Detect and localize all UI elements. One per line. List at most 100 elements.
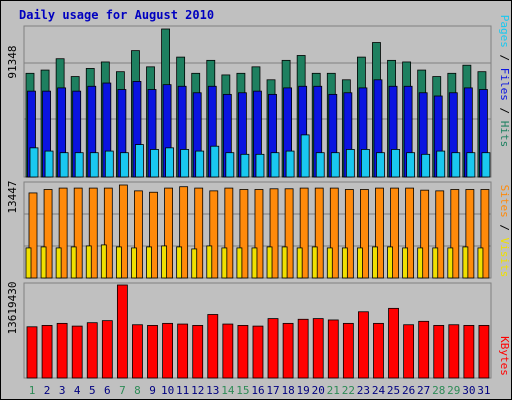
visits-bar <box>100 244 107 279</box>
sites-bar <box>134 190 143 279</box>
kbytes-bar <box>282 322 294 379</box>
kbytes-bar <box>132 324 143 379</box>
sites-bar <box>73 187 83 279</box>
visits-bar <box>131 247 137 279</box>
kbytes-bar <box>71 325 83 379</box>
sites-bar <box>284 188 294 279</box>
visits-bar <box>432 247 439 279</box>
pages-bar <box>89 152 99 178</box>
pages-bar <box>451 152 461 178</box>
day-label: 16 <box>251 384 264 397</box>
visits-bar <box>387 246 393 279</box>
visits-bar <box>447 247 454 279</box>
visits-bar <box>417 247 424 279</box>
day-label: 28 <box>432 384 445 397</box>
day-label: 27 <box>417 384 430 397</box>
pages-bar <box>210 145 220 178</box>
day-label: 1 <box>29 384 36 397</box>
pages-bar <box>285 150 295 178</box>
pages-bar <box>270 152 280 178</box>
day-label: 25 <box>387 384 400 397</box>
right-legend: Pages / Files / Hits Sites / Visits KBytes <box>498 15 511 376</box>
visits-bar <box>40 246 47 279</box>
pages-bar <box>436 150 446 178</box>
day-label: 30 <box>462 384 475 397</box>
visits-bar <box>402 247 409 279</box>
pages-bar <box>135 144 144 178</box>
day-label: 11 <box>176 384 189 397</box>
bottom-legend: KBytes <box>498 336 511 376</box>
day-label: 23 <box>357 384 370 397</box>
bottom-legend-kbytes: KBytes <box>498 336 511 376</box>
kbytes-bar <box>116 284 128 379</box>
sites-bar <box>299 187 309 279</box>
middle-ymax-label: 13447 <box>6 180 19 213</box>
middle-legend: Sites / Visits <box>498 185 511 278</box>
kbytes-bar <box>101 320 113 379</box>
pages-bar <box>225 152 235 178</box>
day-label: 3 <box>59 384 66 397</box>
visits-bar <box>55 247 62 279</box>
kbytes-bar <box>26 326 38 379</box>
kbytes-bar <box>252 325 264 379</box>
sites-bar <box>329 187 339 279</box>
visits-bar <box>462 246 469 279</box>
pages-bar <box>44 150 54 178</box>
kbytes-bar <box>403 324 415 379</box>
pages-bar <box>421 153 431 178</box>
kbytes-bar <box>41 325 53 379</box>
visits-bar <box>115 246 122 279</box>
sites-bar <box>149 191 158 279</box>
visits-bar <box>326 247 333 279</box>
visits-bar <box>70 246 77 279</box>
pages-bar <box>119 152 129 178</box>
pages-bar <box>255 153 265 178</box>
day-label: 20 <box>312 384 325 397</box>
day-label: 4 <box>74 384 81 397</box>
pages-bar <box>74 152 84 178</box>
sites-bar <box>450 189 460 279</box>
visits-bar <box>372 246 378 279</box>
sites-bar <box>314 187 324 279</box>
visits-bar <box>146 246 152 279</box>
sites-bar <box>435 190 445 279</box>
kbytes-bar <box>192 325 204 379</box>
pages-bar <box>481 152 491 178</box>
sites-bar <box>465 189 475 279</box>
pages-bar <box>180 149 190 178</box>
kbytes-bar <box>147 325 158 379</box>
chart-title: Daily usage for August 2010 <box>19 8 214 22</box>
day-label: 18 <box>281 384 294 397</box>
top-legend: Pages / Files / Hits <box>498 15 511 148</box>
middle-legend-visits: Visits <box>498 238 511 278</box>
sites-bar <box>405 187 415 279</box>
sites-bar <box>118 184 128 279</box>
visits-bar <box>251 247 258 279</box>
sites-bar <box>375 187 384 279</box>
day-label: 12 <box>191 384 204 397</box>
kbytes-bar <box>358 311 369 379</box>
day-label: 14 <box>221 384 235 397</box>
visits-bar <box>25 247 32 279</box>
pages-bar <box>376 152 385 178</box>
sites-bar <box>420 189 430 279</box>
sites-bar <box>103 187 113 279</box>
visits-bar <box>236 247 243 279</box>
pages-bar <box>406 152 416 178</box>
sites-bar <box>390 187 399 279</box>
kbytes-bar <box>448 324 460 379</box>
day-label: 21 <box>327 384 340 397</box>
kbytes-bar <box>222 323 234 379</box>
kbytes-bar <box>312 318 324 379</box>
sites-bar <box>28 192 38 279</box>
kbytes-bar <box>56 322 68 379</box>
pages-bar <box>240 153 250 178</box>
sites-bar <box>164 187 173 279</box>
sites-bar <box>360 189 369 279</box>
pages-bar <box>29 147 39 178</box>
visits-bar <box>477 247 484 279</box>
top-ymax-label: 91348 <box>6 45 19 78</box>
day-label: 31 <box>477 384 490 397</box>
